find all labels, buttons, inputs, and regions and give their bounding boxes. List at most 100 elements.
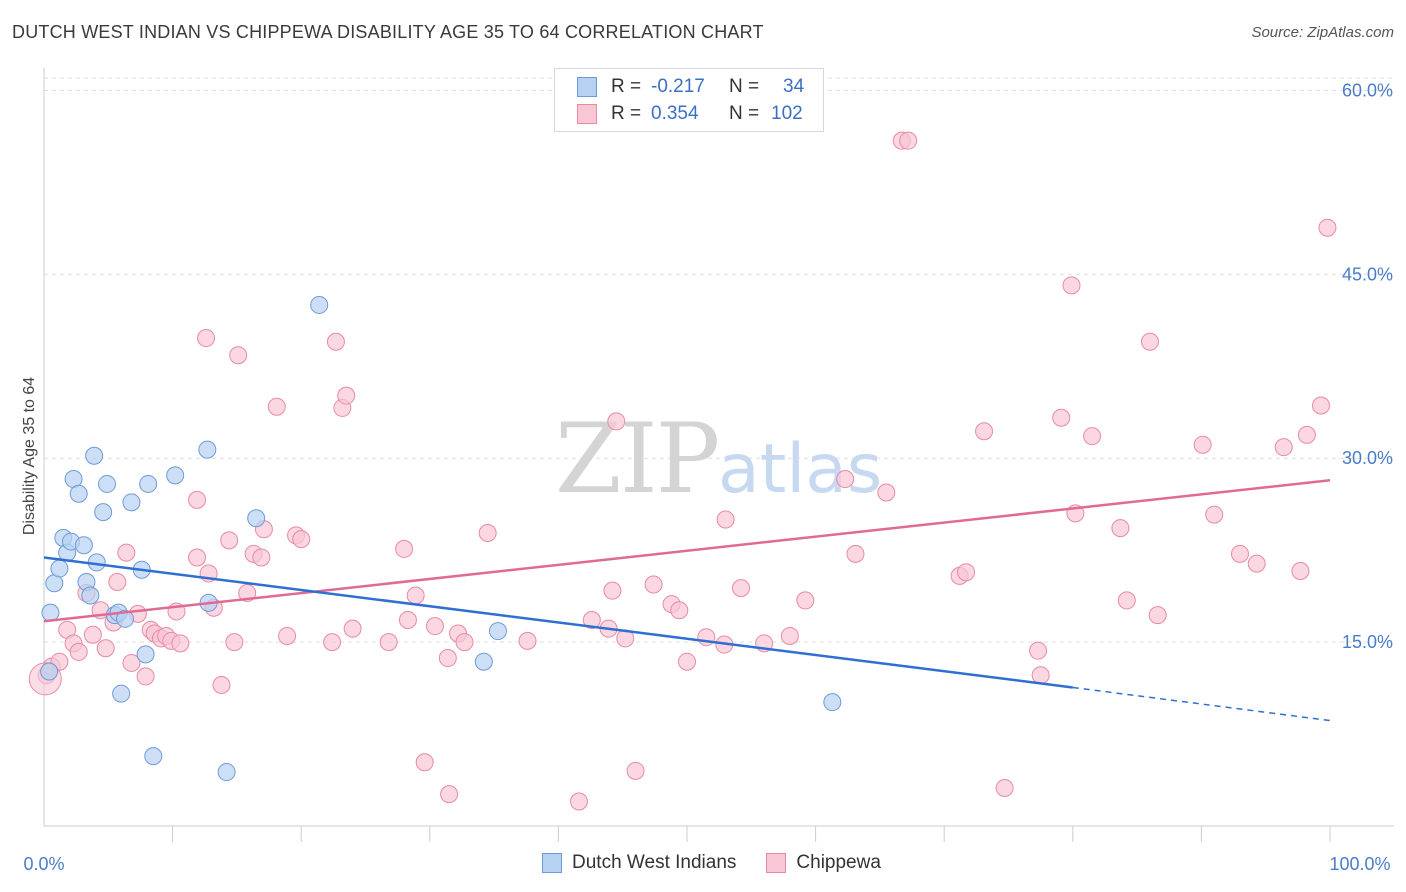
scatter-point <box>395 539 414 558</box>
dutch-west-indians-points <box>40 295 842 782</box>
scatter-point <box>1111 519 1130 538</box>
scatter-point <box>406 586 425 605</box>
scatter-point <box>74 536 93 555</box>
scatter-point <box>1052 408 1071 427</box>
chippewa-trend-line <box>43 479 1331 623</box>
scatter-point <box>732 579 751 598</box>
scatter-point <box>1230 544 1249 563</box>
scatter-point <box>83 625 102 644</box>
scatter-point <box>670 601 689 620</box>
scatter-point <box>197 329 216 348</box>
scatter-point <box>415 753 434 772</box>
scatter-point <box>1205 505 1224 524</box>
legend-r-value: 0.354 <box>651 103 699 124</box>
series-legend: Dutch West Indians Chippewa <box>542 852 911 874</box>
x-tick-label: 100.0% <box>1329 854 1390 874</box>
scatter-point <box>995 778 1014 797</box>
legend-r-label: R = <box>611 103 642 124</box>
scatter-point <box>98 474 117 493</box>
legend-swatch-blue <box>577 77 597 97</box>
scatter-point <box>836 470 855 489</box>
scatter-point <box>292 530 311 549</box>
scatter-point <box>1117 591 1136 610</box>
y-tick-label: 45.0% <box>1342 264 1393 284</box>
scatter-point <box>582 611 601 630</box>
trend-lines <box>43 479 1331 722</box>
scatter-point <box>171 634 190 653</box>
scatter-point <box>957 563 976 582</box>
legend-r-label: R = <box>611 76 642 97</box>
scatter-point <box>69 484 88 503</box>
legend-n-value: 34 <box>783 76 805 97</box>
legend-n-value: 102 <box>771 103 803 124</box>
legend-label: Dutch West Indians <box>572 852 737 873</box>
scatter-point <box>136 645 155 664</box>
scatter-point <box>379 633 398 652</box>
scatter-point <box>323 633 342 652</box>
scatter-point <box>607 412 626 431</box>
watermark-zip: ZIP <box>555 403 718 515</box>
dutch-west-indians-trend-extension <box>1072 686 1331 722</box>
scatter-point <box>398 611 417 630</box>
legend-swatch-pink <box>766 853 787 873</box>
scatter-point <box>1247 554 1266 573</box>
scatter-point <box>518 631 537 650</box>
scatter-point <box>478 523 497 542</box>
scatter-point <box>1148 606 1167 625</box>
scatter-point <box>112 684 131 703</box>
legend-row-dutch-west-indians: R = -0.217 N = 34 <box>577 75 804 99</box>
scatter-point <box>122 653 141 672</box>
legend-row-chippewa: R = 0.354 N = 102 <box>577 102 803 126</box>
scatter-point <box>1318 218 1337 237</box>
scatter-point <box>40 662 59 681</box>
legend-n-label: N = <box>729 76 760 97</box>
legend-r-value: -0.217 <box>651 76 705 97</box>
legend-swatch-pink <box>577 104 597 124</box>
scatter-point <box>1193 435 1212 454</box>
legend-label: Chippewa <box>796 852 881 873</box>
source-credit: Source: ZipAtlas.com <box>1251 24 1394 41</box>
legend-item-dutch-west-indians[interactable]: Dutch West Indians <box>542 852 736 874</box>
scatter-point <box>796 591 815 610</box>
scatter-point <box>188 548 207 567</box>
scatter-point <box>50 559 69 578</box>
scatter-point <box>343 619 362 638</box>
chart-title: DUTCH WEST INDIAN VS CHIPPEWA DISABILITY… <box>12 22 764 42</box>
y-axis-label: Disability Age 35 to 64 <box>21 377 38 535</box>
scatter-point <box>69 642 88 661</box>
scatter-point <box>81 586 100 605</box>
scatter-point <box>96 639 115 658</box>
scatter-point <box>1083 427 1102 446</box>
scatter-point <box>188 490 207 509</box>
correlation-legend: R = -0.217 N = 34 R = 0.354 N = 102 <box>554 68 824 132</box>
scatter-point <box>603 581 622 600</box>
scatter-point <box>144 747 163 766</box>
scatter-point <box>488 622 507 641</box>
scatter-point <box>198 440 217 459</box>
scatter-point <box>267 397 286 416</box>
legend-item-chippewa[interactable]: Chippewa <box>766 852 881 874</box>
scatter-point <box>136 667 155 686</box>
watermark-atlas: atlas <box>718 430 882 509</box>
scatter-point <box>85 446 104 465</box>
scatter-point <box>877 483 896 502</box>
scatter-point <box>716 510 735 529</box>
y-tick-label: 30.0% <box>1342 448 1393 468</box>
scatter-point <box>212 676 231 695</box>
scatter-point <box>310 295 329 314</box>
x-tick-label: 0.0% <box>23 854 64 874</box>
scatter-point <box>220 531 239 550</box>
scatter-point <box>780 626 799 645</box>
scatter-point <box>1297 425 1316 444</box>
chippewa-points <box>28 131 1337 811</box>
scatter-point <box>425 617 444 636</box>
scatter-point <box>1029 641 1048 660</box>
scatter-point <box>1031 666 1050 685</box>
scatter-point <box>116 609 135 628</box>
scatter-point <box>41 603 60 622</box>
dutch-west-indians-trend-line <box>43 556 1073 689</box>
scatter-point <box>569 792 588 811</box>
scatter-point <box>823 693 842 712</box>
scatter-point <box>247 509 266 528</box>
